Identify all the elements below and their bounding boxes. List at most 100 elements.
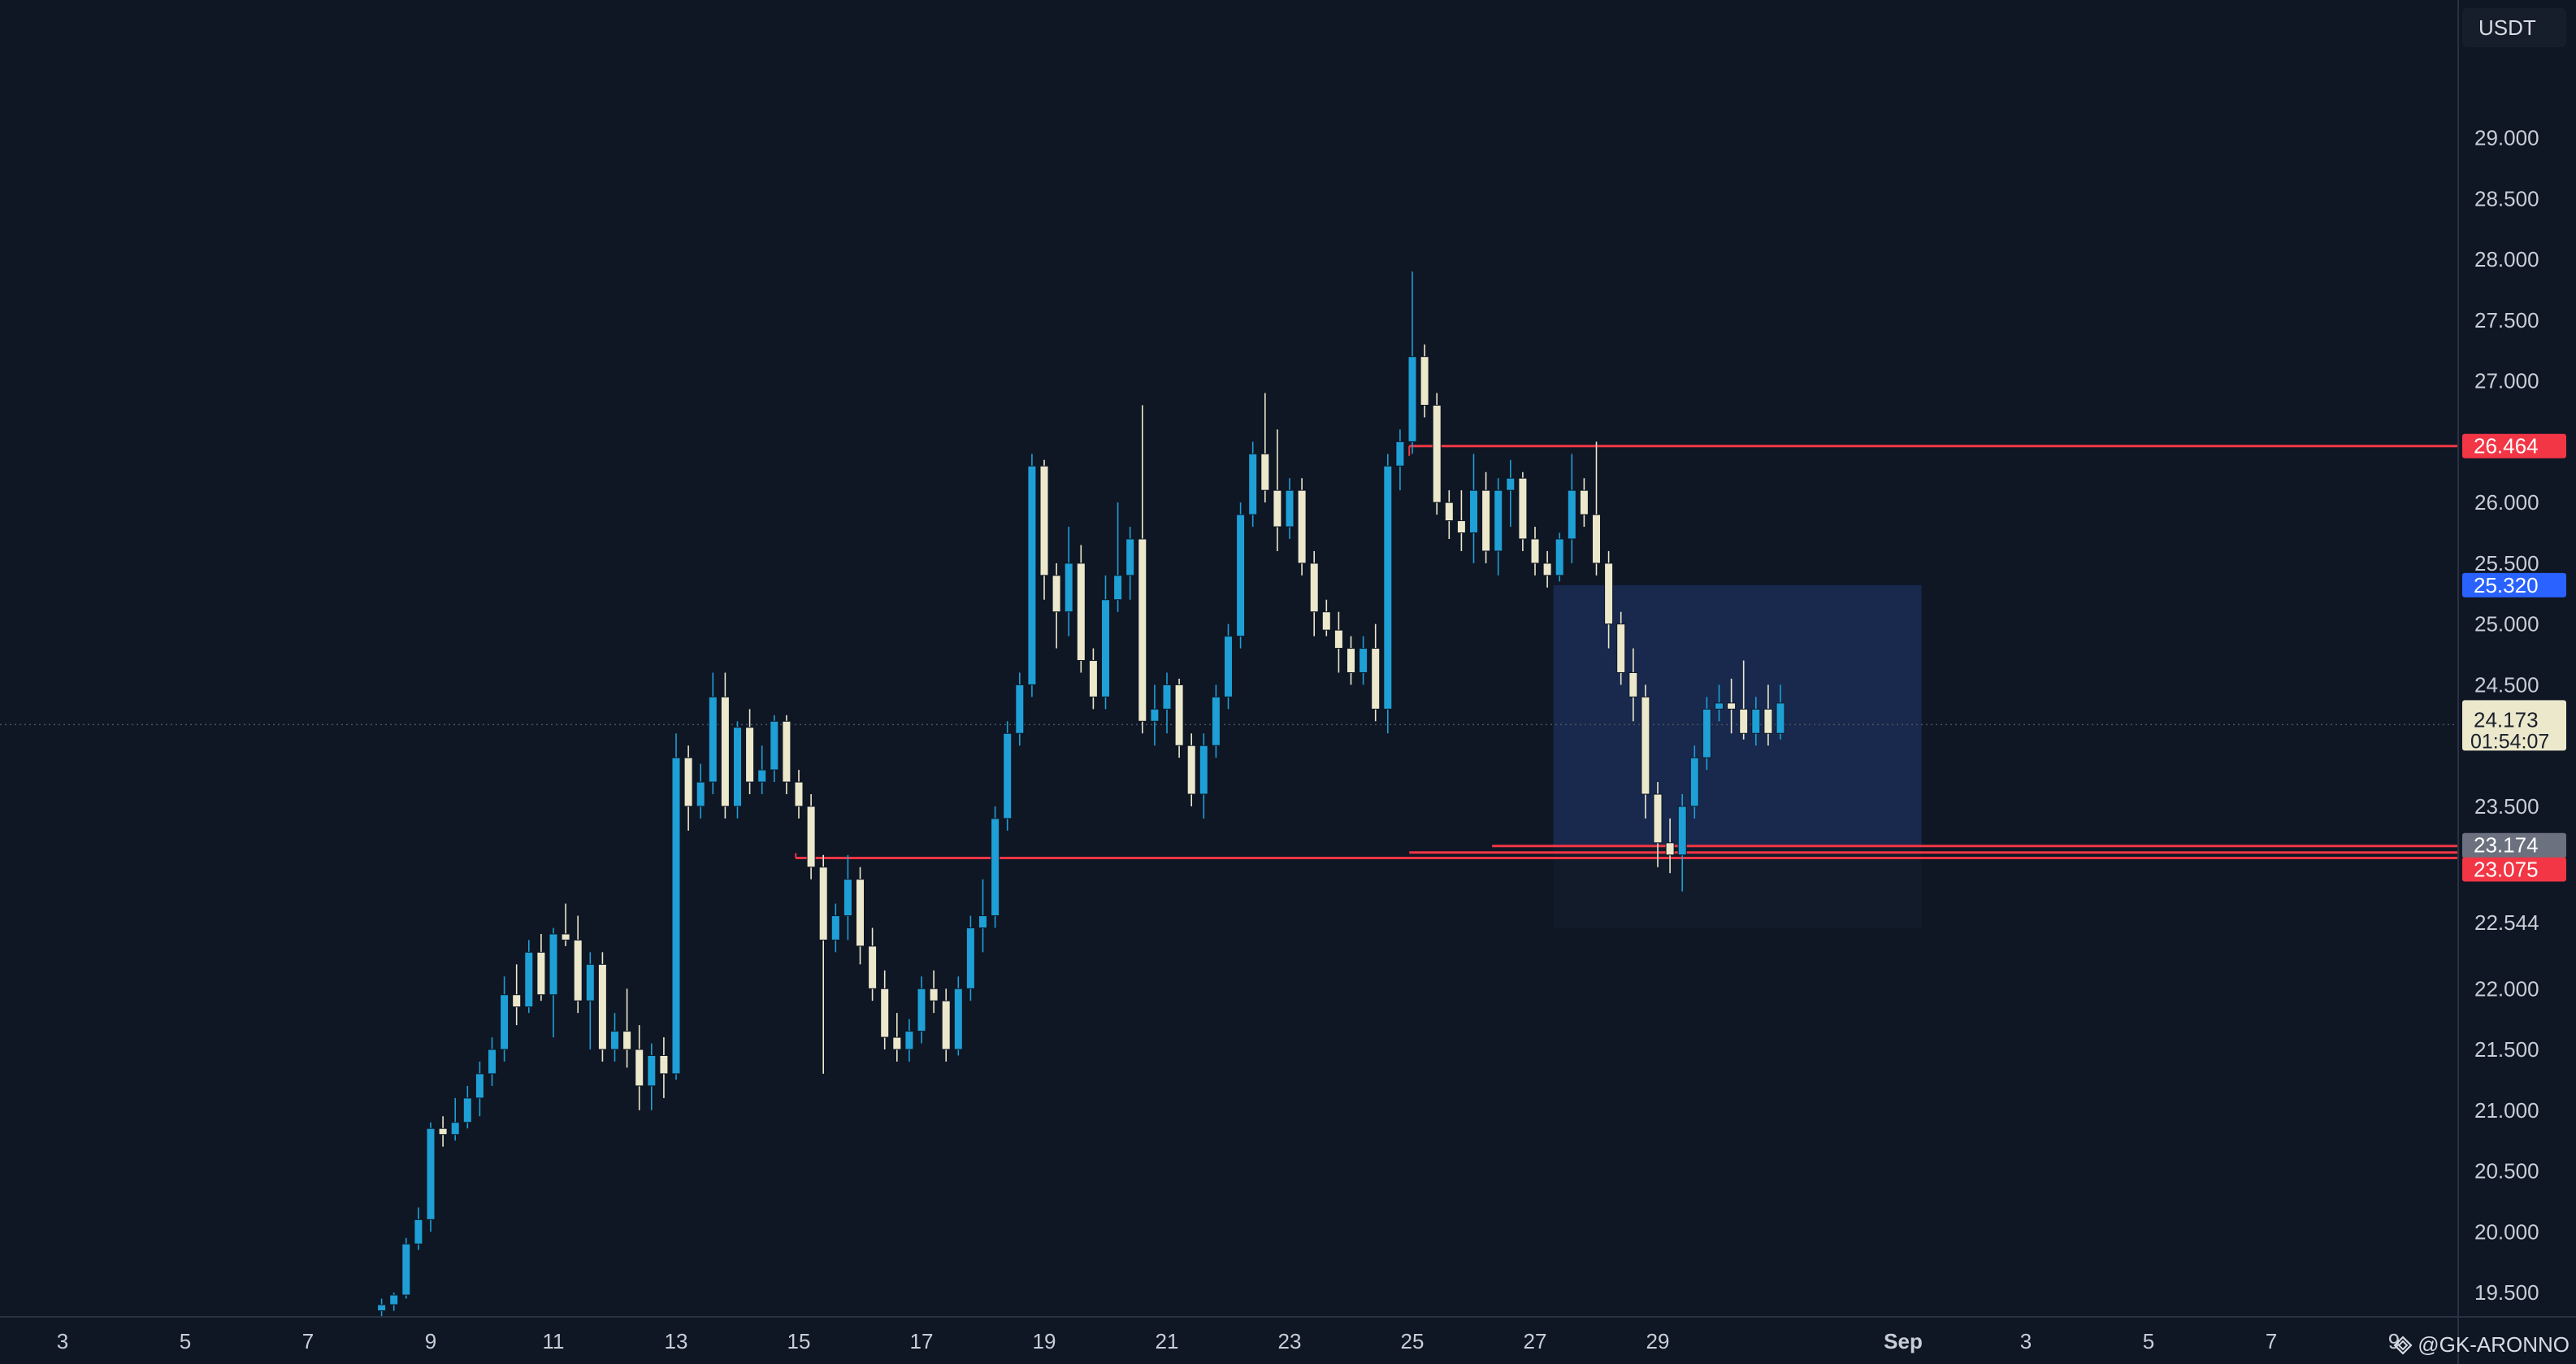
candle[interactable]: [1444, 490, 1454, 539]
candle[interactable]: [488, 1037, 497, 1086]
candle[interactable]: [1039, 459, 1049, 600]
candle[interactable]: [1542, 550, 1552, 588]
candle[interactable]: [1297, 478, 1307, 576]
candle[interactable]: [1273, 429, 1282, 551]
candle[interactable]: [1555, 532, 1564, 582]
candle[interactable]: [1347, 636, 1355, 685]
candle[interactable]: [536, 933, 546, 1001]
candle[interactable]: [978, 879, 987, 953]
candle[interactable]: [585, 952, 595, 1050]
candle[interactable]: [782, 715, 791, 795]
candle[interactable]: [1285, 478, 1295, 539]
candle[interactable]: [512, 964, 522, 1026]
candle[interactable]: [696, 763, 705, 819]
candle[interactable]: [1076, 545, 1086, 673]
candle[interactable]: [1309, 550, 1319, 636]
candle[interactable]: [720, 672, 730, 819]
candle[interactable]: [1579, 478, 1589, 528]
candle[interactable]: [561, 903, 570, 946]
candle[interactable]: [462, 1085, 472, 1129]
price-badge[interactable]: 23.174: [2462, 832, 2566, 858]
candle[interactable]: [1702, 697, 1711, 771]
candle[interactable]: [1088, 648, 1098, 710]
candle[interactable]: [708, 672, 718, 795]
candle[interactable]: [1689, 745, 1699, 819]
candle[interactable]: [524, 940, 534, 1014]
candle[interactable]: [1138, 405, 1147, 734]
candle[interactable]: [659, 1037, 669, 1098]
candle[interactable]: [1248, 441, 1258, 528]
candle[interactable]: [549, 927, 558, 1038]
candle[interactable]: [610, 1013, 619, 1062]
candle[interactable]: [1064, 527, 1073, 636]
candle[interactable]: [414, 1207, 423, 1250]
candle[interactable]: [1125, 527, 1135, 600]
candle[interactable]: [1677, 794, 1687, 892]
candle[interactable]: [806, 794, 816, 880]
candle[interactable]: [1776, 684, 1785, 740]
candle[interactable]: [1456, 490, 1466, 551]
price-badge[interactable]: 26.464: [2462, 433, 2566, 458]
candle[interactable]: [1003, 721, 1013, 831]
candle[interactable]: [830, 903, 840, 953]
candle[interactable]: [1113, 502, 1123, 612]
candle[interactable]: [1665, 818, 1675, 874]
candle[interactable]: [1506, 459, 1516, 528]
candle[interactable]: [1530, 527, 1540, 576]
candle[interactable]: [991, 806, 1000, 928]
candle[interactable]: [965, 915, 975, 1001]
candle[interactable]: [389, 1292, 399, 1311]
price-badge[interactable]: 25.320: [2462, 572, 2566, 597]
quote-currency-label[interactable]: USDT: [2462, 8, 2566, 47]
candle[interactable]: [953, 976, 963, 1056]
candle[interactable]: [1052, 563, 1061, 649]
candle[interactable]: [1101, 575, 1110, 710]
candle[interactable]: [880, 970, 890, 1050]
candle[interactable]: [1371, 623, 1381, 722]
candle[interactable]: [1260, 393, 1270, 503]
candle[interactable]: [770, 715, 779, 783]
candle[interactable]: [377, 1298, 387, 1317]
candle[interactable]: [892, 1013, 902, 1062]
candle[interactable]: [500, 976, 510, 1062]
candle[interactable]: [401, 1237, 411, 1299]
candle[interactable]: [1604, 550, 1614, 649]
candle[interactable]: [941, 988, 951, 1062]
candle[interactable]: [671, 733, 681, 1080]
candle[interactable]: [597, 952, 607, 1062]
candle[interactable]: [1567, 454, 1576, 563]
candle[interactable]: [1211, 684, 1221, 758]
candle[interactable]: [1383, 454, 1393, 734]
candle[interactable]: [573, 915, 583, 1014]
candle[interactable]: [733, 721, 742, 819]
candle[interactable]: [1592, 441, 1601, 576]
candle[interactable]: [1186, 733, 1196, 806]
candle[interactable]: [1763, 684, 1773, 746]
candle[interactable]: [929, 970, 939, 1014]
candle[interactable]: [1616, 611, 1626, 685]
candle[interactable]: [757, 745, 767, 795]
candle[interactable]: [904, 1019, 914, 1062]
candle[interactable]: [745, 709, 755, 795]
candle[interactable]: [1641, 684, 1650, 819]
candle[interactable]: [1751, 697, 1761, 746]
candle[interactable]: [1224, 623, 1233, 710]
candle[interactable]: [426, 1122, 436, 1232]
candle[interactable]: [1015, 672, 1025, 746]
candle[interactable]: [1653, 782, 1663, 867]
candle[interactable]: [1420, 344, 1429, 418]
candle[interactable]: [856, 867, 865, 965]
candle[interactable]: [622, 988, 632, 1068]
candle[interactable]: [794, 770, 804, 819]
candle[interactable]: [868, 927, 878, 1001]
candle[interactable]: [1174, 678, 1184, 758]
candle[interactable]: [1395, 429, 1405, 491]
candle[interactable]: [1469, 454, 1478, 563]
candle[interactable]: [1334, 611, 1343, 673]
candle[interactable]: [1432, 393, 1442, 515]
candle[interactable]: [1359, 636, 1368, 685]
candle[interactable]: [438, 1116, 448, 1147]
candle[interactable]: [818, 854, 828, 1074]
